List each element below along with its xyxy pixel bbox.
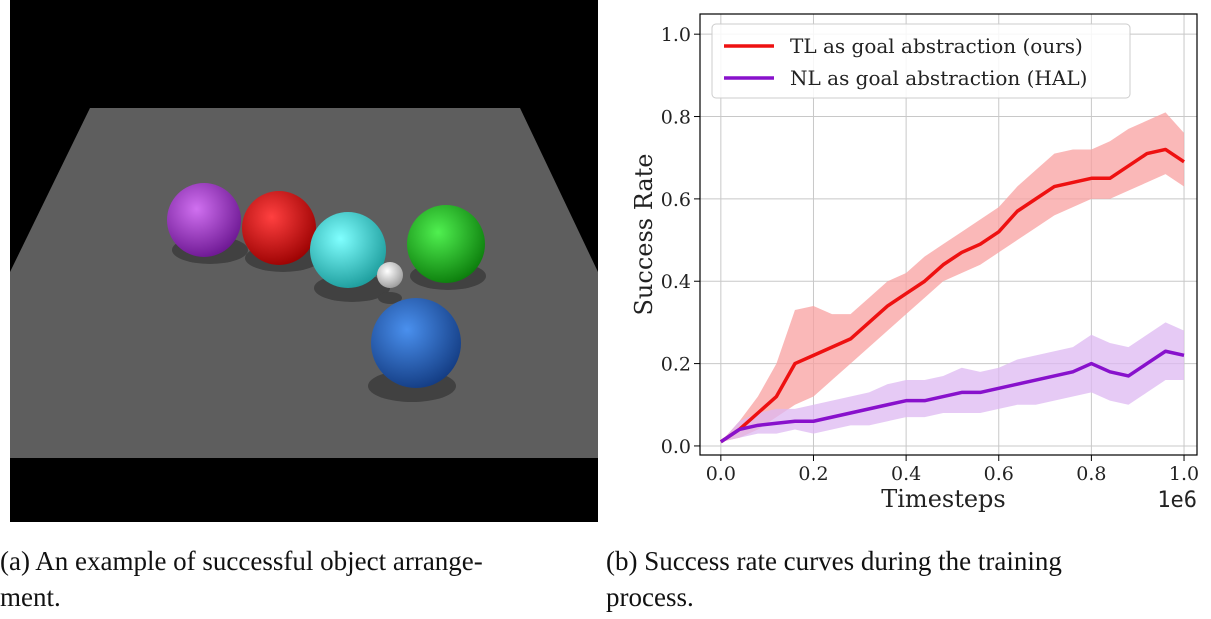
sphere	[310, 212, 386, 288]
y-tick-label: 0.4	[661, 271, 691, 293]
scene-image	[10, 0, 598, 522]
y-tick-label: 0.0	[661, 436, 691, 458]
figure: 0.0 0.2 0.4 0.6 0.8 1.0 0.0 0.2 0.4 0.6 0.8 1.0 TL a…	[0, 0, 1211, 619]
x-offset-label: 1e6	[1157, 488, 1197, 513]
sphere	[242, 191, 316, 265]
y-tick-label: 0.6	[661, 189, 691, 211]
x-tick-label: 0.8	[1076, 463, 1106, 485]
sphere	[407, 205, 485, 283]
y-tick-label: 1.0	[661, 24, 691, 46]
legend-label: NL as goal abstraction (HAL)	[790, 66, 1087, 90]
caption: (b) Success rate curves during the train…	[606, 546, 1062, 612]
x-tick-label: 0.0	[706, 463, 736, 485]
caption: (a) An example of successful object arra…	[0, 546, 483, 612]
x-tick-label: 1.0	[1169, 463, 1199, 485]
x-tick-label: 0.6	[984, 463, 1014, 485]
x-tick-label: 0.2	[798, 463, 828, 485]
y-tick-label: 0.8	[661, 107, 691, 129]
plot: 0.0 0.2 0.4 0.6 0.8 1.0 0.0 0.2 0.4 0.6 0.8 1.0 TL a…	[630, 14, 1199, 513]
sphere	[167, 183, 241, 257]
legend-label: TL as goal abstraction (ours)	[790, 34, 1083, 58]
sphere	[371, 298, 461, 388]
legend: TL as goal abstraction (ours) NL as goal …	[712, 24, 1130, 98]
x-tick-label: 0.4	[891, 463, 921, 485]
x-axis-label: Timesteps	[881, 485, 1006, 513]
scene-floor	[10, 108, 598, 458]
y-tick-label: 0.2	[661, 354, 691, 376]
sphere	[377, 262, 403, 288]
y-axis-label: Success Rate	[630, 153, 658, 315]
